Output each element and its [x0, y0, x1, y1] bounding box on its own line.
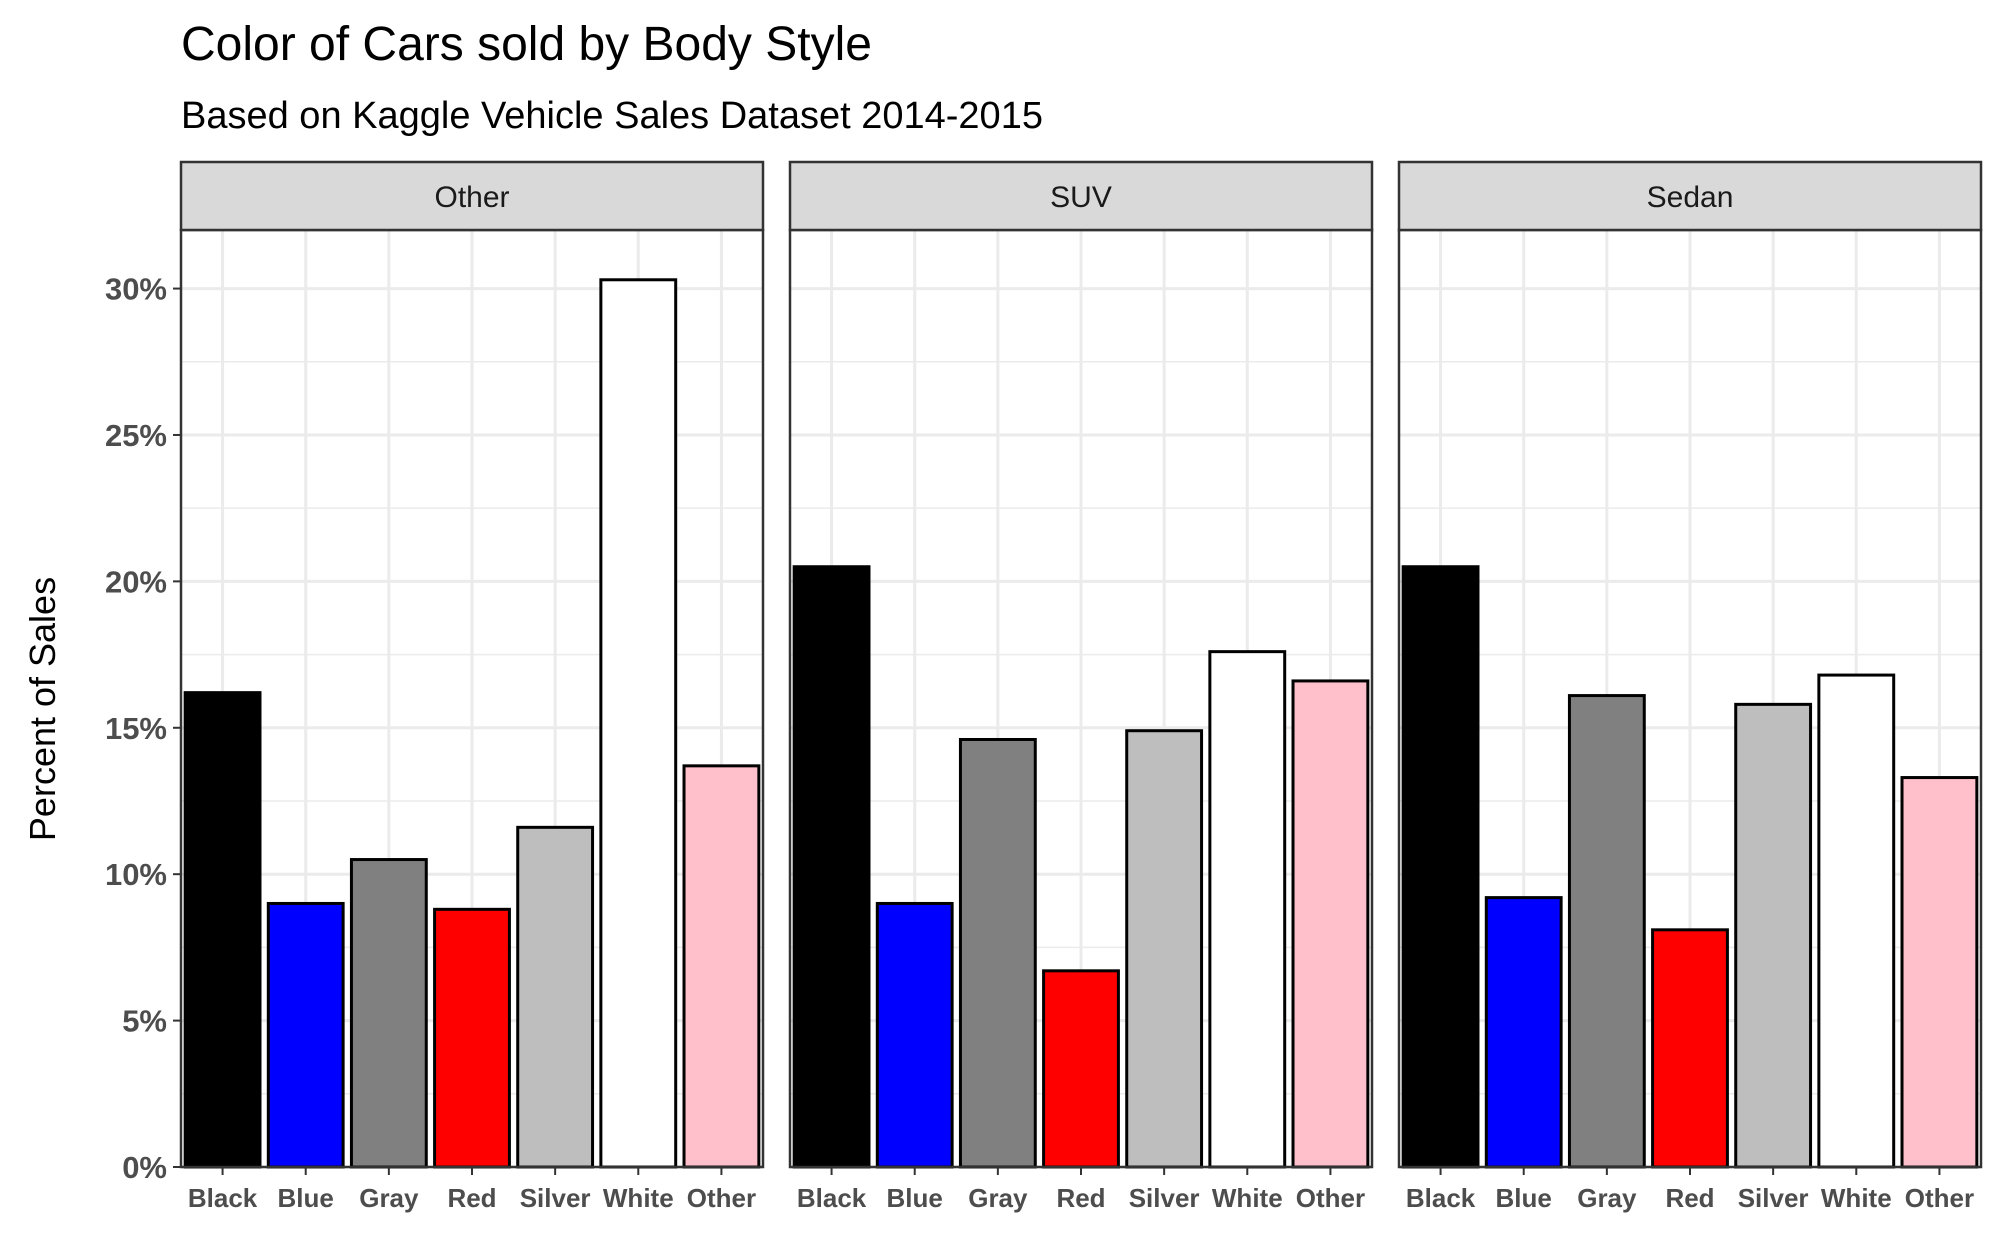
bar-suv-blue	[875, 901, 954, 1169]
bar-other-silver	[516, 825, 595, 1169]
x-tick-label: Gray	[1577, 1183, 1637, 1213]
x-tick-label: Blue	[887, 1183, 943, 1213]
bar-suv-white	[1208, 650, 1287, 1169]
bar-sedan-gray	[1567, 694, 1646, 1169]
x-tick-label: White	[603, 1183, 674, 1213]
x-tick-label: Silver	[1738, 1183, 1809, 1213]
facet-strip-label: Other	[434, 181, 509, 214]
bar-other-white	[599, 278, 678, 1169]
bar-suv-black	[792, 565, 871, 1169]
x-tick-label: Black	[1406, 1183, 1476, 1213]
bar-suv-gray	[958, 737, 1037, 1169]
bar-other-blue	[266, 901, 345, 1169]
x-tick-label: White	[1821, 1183, 1892, 1213]
x-tick-label: Red	[1056, 1183, 1105, 1213]
x-tick-label: Other	[1905, 1183, 1974, 1213]
x-tick-label: Gray	[359, 1183, 419, 1213]
chart-title: Color of Cars sold by Body Style	[181, 18, 872, 71]
x-tick-label: Other	[1296, 1183, 1365, 1213]
x-tick-label: Other	[687, 1183, 756, 1213]
bar-suv-silver	[1125, 729, 1204, 1169]
bar-sedan-black	[1401, 565, 1480, 1169]
bar-sedan-red	[1651, 928, 1729, 1169]
facet-strip-label: SUV	[1050, 181, 1112, 214]
x-tick-label: White	[1212, 1183, 1283, 1213]
bar-sedan-other	[1900, 776, 1979, 1169]
y-axis-label: Percent of Sales	[22, 577, 63, 841]
facet-panel-sedan: Sedan Black Blue Gray Red Silver White Other	[1397, 160, 1983, 1213]
y-tick-label: 0%	[122, 1150, 167, 1185]
bar-other-black	[183, 691, 262, 1169]
x-tick-label: Silver	[1129, 1183, 1200, 1213]
facet-panel-suv: SUV Black Blue Gray Red Silver White Other	[788, 160, 1374, 1213]
x-tick-label: Red	[447, 1183, 496, 1213]
y-tick-label: 10%	[105, 857, 167, 892]
bar-sedan-blue	[1484, 896, 1563, 1169]
x-tick-label: Silver	[520, 1183, 591, 1213]
bar-other-red	[433, 907, 511, 1169]
y-tick-label: 5%	[122, 1004, 167, 1039]
x-tick-label: Blue	[1496, 1183, 1552, 1213]
bar-suv-other	[1291, 679, 1370, 1169]
chart-subtitle: Based on Kaggle Vehicle Sales Dataset 20…	[181, 95, 1043, 137]
x-tick-label: Blue	[278, 1183, 334, 1213]
facet-strip	[179, 160, 765, 232]
y-tick-label: 15%	[105, 711, 167, 746]
bar-sedan-white	[1817, 673, 1896, 1169]
facet-panel-other: Other Black Blue Gray Red Silver White Other	[179, 160, 765, 1213]
facet-strip	[1397, 160, 1983, 232]
x-tick-label: Black	[188, 1183, 258, 1213]
bar-suv-red	[1042, 969, 1120, 1169]
facet-strip	[788, 160, 1374, 232]
x-tick-label: Red	[1665, 1183, 1714, 1213]
x-tick-label: Gray	[968, 1183, 1028, 1213]
x-tick-label: Black	[797, 1183, 867, 1213]
bar-other-gray	[349, 858, 428, 1169]
y-tick-label: 25%	[105, 418, 167, 453]
bar-other-other	[682, 764, 761, 1169]
plot-area: 0% 5% 10% 15% 20% 25% 30% Other Black Blue Gray Red…	[105, 160, 1983, 1213]
bar-sedan-silver	[1734, 702, 1813, 1169]
facet-strip-label: Sedan	[1647, 181, 1734, 214]
y-tick-label: 20%	[105, 564, 167, 599]
y-tick-label: 30%	[105, 272, 167, 307]
